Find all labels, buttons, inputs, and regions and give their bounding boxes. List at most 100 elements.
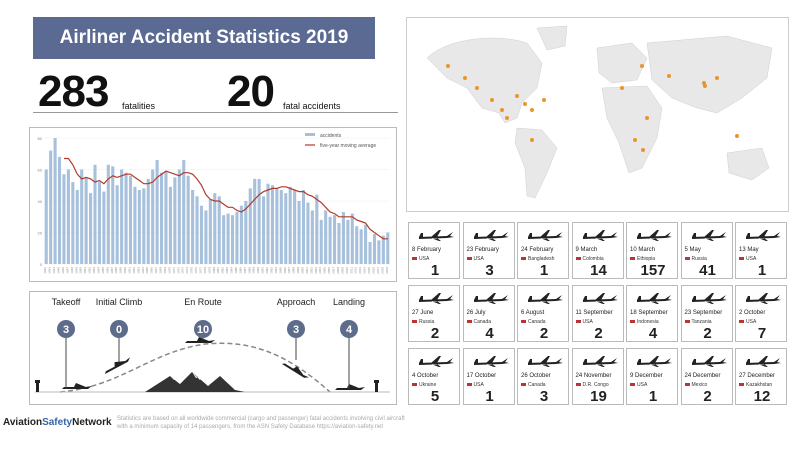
accident-card[interactable]: 27 December Kazakhstan 12 — [735, 348, 787, 405]
x-tick-label: 1945 — [57, 267, 61, 274]
flag-icon — [466, 383, 472, 387]
accident-card[interactable]: 2 October USA 7 — [735, 285, 787, 342]
accident-bar — [89, 193, 93, 264]
country-name: Ethiopia — [637, 256, 656, 262]
flag-icon — [466, 320, 472, 324]
accident-bar — [359, 229, 363, 264]
accident-bar — [49, 150, 53, 264]
accident-marker — [641, 148, 645, 152]
x-tick-label: 2002 — [309, 267, 313, 274]
accident-card[interactable]: 9 December USA 1 — [626, 348, 678, 405]
accident-card[interactable]: 10 March Ethiopia 157 — [626, 222, 678, 279]
accident-country: USA — [739, 319, 756, 325]
accident-bar — [217, 196, 221, 264]
x-tick-label: 1942 — [43, 267, 47, 274]
accident-card[interactable]: 11 September USA 2 — [571, 285, 624, 342]
accident-card[interactable]: 24 November D.R. Congo 19 — [571, 348, 624, 405]
x-tick-label: 2003 — [314, 267, 318, 274]
world-map — [426, 25, 773, 199]
x-tick-label: 1956 — [105, 267, 109, 274]
accident-card[interactable]: 9 March Colombia 14 — [571, 222, 624, 279]
accident-card[interactable]: 26 October Canada 3 — [517, 348, 569, 405]
accident-bar — [199, 205, 204, 264]
runway-light-right-icon — [374, 380, 379, 392]
x-tick-label: 1973 — [181, 267, 185, 274]
accident-card[interactable]: 24 December Mexico 2 — [680, 348, 733, 405]
x-tick-label: 1976 — [194, 267, 198, 274]
accident-card[interactable]: 18 September Indonesia 4 — [626, 285, 678, 342]
x-tick-label: 2008 — [336, 267, 340, 274]
aircraft-silhouette-icon — [691, 356, 727, 367]
footnote: Statistics are based on all worldwide co… — [117, 416, 405, 430]
country-name: Canada — [528, 382, 546, 388]
x-tick-label: 1993 — [269, 267, 273, 274]
accident-bar — [164, 171, 168, 264]
x-tick-label: 1943 — [48, 267, 52, 274]
accident-country: Russia — [684, 256, 707, 262]
phase-count: 3 — [293, 324, 299, 336]
x-tick-label: 1968 — [159, 267, 163, 274]
accident-date: 27 December — [739, 373, 776, 379]
accident-country: Bangladesh — [521, 256, 554, 262]
phase-count: 0 — [116, 324, 122, 336]
accident-card[interactable]: 6 August Canada 2 — [517, 285, 569, 342]
accident-date: 27 June — [412, 310, 434, 316]
accident-marker — [500, 108, 504, 112]
x-tick-label: 1953 — [92, 267, 96, 274]
world-map-panel — [406, 17, 789, 212]
flag-icon — [521, 383, 526, 387]
x-tick-label: 1972 — [176, 267, 180, 274]
accident-card[interactable]: 5 May Russia 41 — [680, 222, 733, 279]
accident-country: USA — [466, 256, 484, 262]
accident-bar — [301, 189, 306, 264]
aircraft-silhouette-icon — [746, 230, 781, 241]
y-tick-label: 40 — [38, 199, 43, 204]
country-name: Mexico — [691, 382, 708, 388]
x-tick-label: 1970 — [167, 267, 171, 274]
country-name: Ukraine — [419, 382, 437, 388]
accident-bar — [226, 213, 230, 264]
aircraft-silhouette-icon — [746, 356, 781, 367]
y-tick-label: 60 — [38, 168, 43, 173]
x-tick-label: 2005 — [323, 267, 327, 274]
x-tick-label: 1991 — [261, 267, 265, 274]
accident-card[interactable]: 23 February USA 3 — [462, 222, 515, 279]
plane-enroute-icon — [185, 337, 215, 343]
fatality-count: 1 — [757, 262, 767, 279]
x-tick-label: 1999 — [296, 267, 300, 274]
x-tick-label: 1966 — [150, 267, 154, 274]
country-name: Russia — [419, 319, 435, 325]
accident-bar — [182, 160, 186, 264]
country-name: Tanzania — [691, 319, 712, 325]
country-name: USA — [746, 256, 757, 262]
country-name: Colombia — [582, 256, 604, 262]
accident-date: 24 December — [684, 373, 721, 379]
australia-shape — [726, 147, 770, 181]
accident-card[interactable]: 17 October USA 1 — [462, 348, 515, 405]
flag-icon — [739, 383, 744, 387]
accident-bar — [230, 215, 235, 264]
aircraft-silhouette-icon — [637, 356, 672, 367]
accident-bar — [128, 175, 133, 264]
x-tick-label: 2011 — [349, 267, 353, 274]
accident-card[interactable]: 8 February USA 1 — [408, 222, 460, 279]
accident-country: Canada — [521, 382, 546, 388]
x-tick-label: 1990 — [256, 267, 260, 274]
europe-shape — [596, 42, 648, 84]
accident-card[interactable]: 26 July Canada 4 — [462, 285, 515, 342]
flag-icon — [630, 257, 635, 261]
accident-card[interactable]: 23 September Tanzania 2 — [680, 285, 733, 342]
accident-card[interactable]: 13 May USA 1 — [735, 222, 787, 279]
accident-card[interactable]: 27 June Russia 2 — [408, 285, 460, 342]
accident-bar — [266, 183, 270, 264]
accident-date: 8 February — [412, 247, 442, 253]
accident-country: Canada — [521, 319, 546, 325]
accident-card[interactable]: 4 October Ukraine 5 — [408, 348, 460, 405]
country-name: USA — [637, 382, 648, 388]
accident-date: 11 September — [575, 310, 613, 316]
accident-country: USA — [466, 382, 484, 388]
accident-marker — [530, 108, 534, 112]
aircraft-silhouette-icon — [528, 356, 563, 367]
accident-card[interactable]: 24 February Bangladesh 1 — [517, 222, 569, 279]
aircraft-silhouette-icon — [637, 293, 672, 304]
